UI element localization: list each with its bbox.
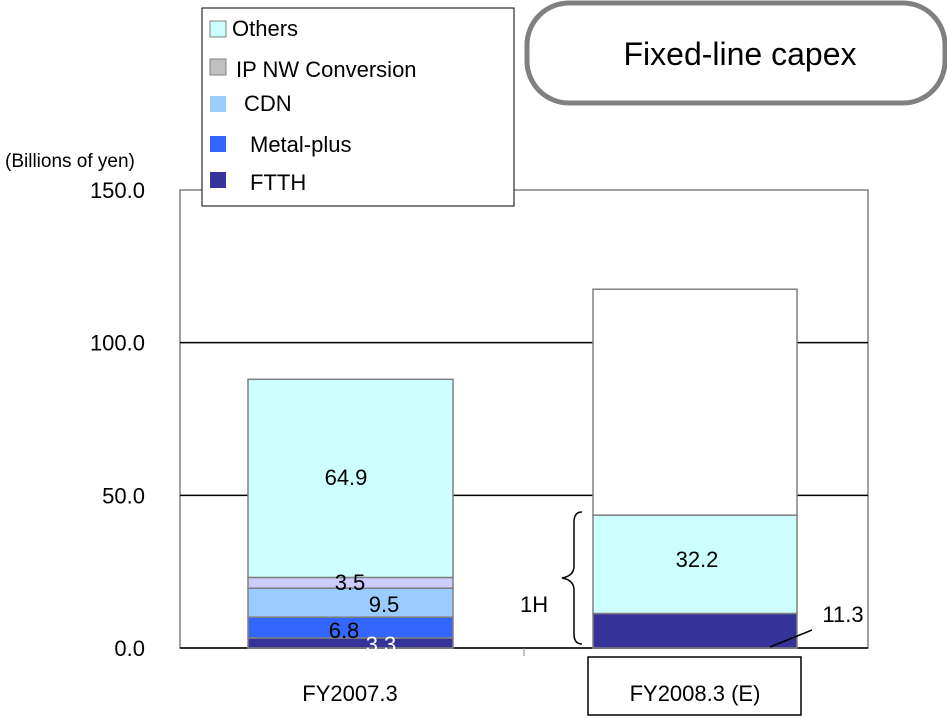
x-category-label-fy2008-3: FY2008.3 (E) (630, 681, 761, 706)
legend-label-others: Others (232, 16, 298, 41)
data-label-fy2007-3-1: 6.8 (329, 618, 360, 643)
title-text: Fixed-line capex (624, 36, 857, 72)
data-label-fy2007-3-0: 3.3 (366, 632, 397, 657)
legend-label-cdn: CDN (244, 91, 292, 116)
label-leader-line-11-3 (769, 629, 813, 648)
half-year-brace (561, 511, 583, 645)
x-category-box-fy2008-3 (587, 656, 802, 716)
legend-swatch-others (209, 20, 227, 38)
y-tick-label-3: 150.0 (90, 178, 145, 203)
legend-box (201, 7, 515, 207)
legend-swatch-cdn (210, 96, 226, 112)
bar-fy2008-3-e--ftth (592, 612, 798, 649)
legend-swatch-ftth (210, 172, 226, 188)
bar-fy2007-3-others (247, 378, 454, 579)
data-label-fy2007-3-4: 64.9 (325, 465, 368, 490)
half-year-annotation: 1H (520, 511, 583, 645)
data-label-fy2008-3-e--1: 32.2 (676, 547, 719, 572)
legend: Others IP NW Conversion CDN Metal-plus F… (201, 7, 515, 207)
y-tick-label-1: 50.0 (102, 483, 145, 508)
legend-swatch-ip-nw-conversion (209, 58, 227, 76)
bar-fy2008-3-e--projection (592, 288, 798, 516)
bar-fy2007-3-cdn (247, 587, 454, 618)
data-labels: 3.36.8 9.53.5 64.9 11.3 32.2 (325, 465, 864, 657)
legend-label-metal-plus: Metal-plus (250, 132, 351, 157)
chart-title: Fixed-line capex (524, 0, 947, 106)
legend-swatch-metal-plus (210, 136, 226, 152)
title-box (524, 0, 947, 106)
y-tick-label-2: 100.0 (90, 331, 145, 356)
legend-label-ftth: FTTH (250, 170, 306, 195)
data-label-fy2007-3-3: 3.5 (335, 570, 366, 595)
y-axis-unit-label: (Billions of yen) (5, 151, 135, 172)
half-year-label: 1H (520, 592, 548, 617)
y-axis-ticks: 0.0 50.0 100.0 150.0 (90, 178, 145, 661)
data-label-fy2007-3-2: 9.5 (369, 592, 400, 617)
y-tick-label-0: 0.0 (114, 636, 145, 661)
bars (247, 288, 798, 649)
legend-label-ip-nw-conversion: IP NW Conversion (236, 57, 417, 82)
data-label-fy2008-3-e--0: 11.3 (822, 602, 863, 627)
x-category-label-fy2007-3: FY2007.3 (302, 681, 397, 706)
bar-fy2008-3-e--others (592, 514, 798, 615)
